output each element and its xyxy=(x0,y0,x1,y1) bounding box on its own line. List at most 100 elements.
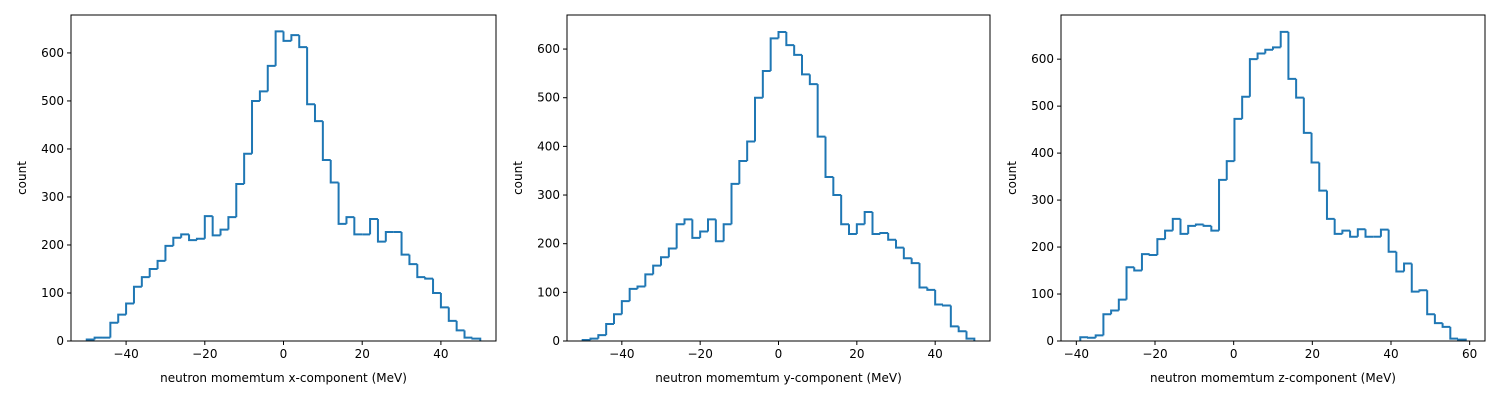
histogram-step xyxy=(1318,162,1327,192)
histogram-step xyxy=(384,231,394,242)
x-tick-label: −40 xyxy=(1064,347,1089,361)
histogram-step xyxy=(730,182,740,225)
y-tick-label: 500 xyxy=(1031,99,1054,113)
histogram-step xyxy=(636,285,646,289)
histogram-step xyxy=(313,104,323,123)
histogram-step xyxy=(1449,326,1459,340)
y-tick-label: 100 xyxy=(1031,287,1054,301)
histogram-step xyxy=(628,287,638,302)
histogram-step xyxy=(455,320,465,332)
x-tick-label: 40 xyxy=(1383,347,1398,361)
histogram-step xyxy=(816,84,826,138)
plot-frame xyxy=(1060,14,1486,342)
histogram-step xyxy=(1379,228,1389,237)
histogram-step xyxy=(140,276,150,287)
x-tick-label: 20 xyxy=(355,347,370,361)
histogram-step xyxy=(400,232,410,256)
histogram-step xyxy=(266,64,276,92)
histogram-step xyxy=(1256,52,1266,60)
histogram-step xyxy=(125,302,134,315)
histogram-step xyxy=(1356,228,1366,237)
histogram-step xyxy=(188,234,197,242)
histogram-step xyxy=(290,34,300,41)
histogram-step xyxy=(1125,266,1135,300)
histogram-step xyxy=(699,230,708,238)
histogram-step xyxy=(589,337,599,341)
histogram-step xyxy=(1156,238,1166,256)
histogram-step xyxy=(321,121,331,161)
histogram-step xyxy=(1187,224,1196,234)
x-axis-label: neutron momemtum x-component (MeV) xyxy=(160,371,407,385)
histogram-step xyxy=(1279,30,1289,48)
histogram-step xyxy=(895,239,904,249)
histogram-step xyxy=(871,212,881,235)
histogram-step xyxy=(675,223,685,249)
histogram-step xyxy=(132,285,142,304)
histogram-step xyxy=(180,233,190,238)
histogram-step xyxy=(1094,334,1104,338)
y-tick-label: 500 xyxy=(537,91,560,105)
y-axis-label: count xyxy=(511,161,525,195)
histogram-step xyxy=(714,219,724,243)
y-tick-label: 100 xyxy=(537,285,560,299)
histogram-step xyxy=(1202,224,1212,227)
histogram-step xyxy=(1433,314,1443,325)
histogram-step xyxy=(219,228,229,236)
x-tick-label: −40 xyxy=(113,347,138,361)
histogram-step xyxy=(1457,338,1467,341)
histogram-step xyxy=(416,264,426,279)
histogram-step xyxy=(761,69,771,98)
histogram-step xyxy=(148,267,158,278)
histogram-step xyxy=(1264,48,1273,54)
x-tick-label: 20 xyxy=(1305,347,1320,361)
histogram-step xyxy=(1110,309,1119,315)
histogram-step xyxy=(824,136,834,179)
y-tick-label: 300 xyxy=(1031,193,1054,207)
x-tick-label: −20 xyxy=(192,347,217,361)
histogram-step xyxy=(942,304,951,307)
histogram-step xyxy=(910,258,920,265)
histogram-step xyxy=(855,223,865,234)
histogram-step xyxy=(1079,336,1088,341)
histogram-step xyxy=(808,74,818,86)
histogram-step xyxy=(172,236,182,246)
y-tick-label: 500 xyxy=(41,94,64,108)
histogram-step xyxy=(306,47,315,106)
x-tick-label: −20 xyxy=(1142,347,1167,361)
histogram-step xyxy=(879,231,889,234)
histogram-step xyxy=(93,336,103,340)
histogram-step xyxy=(463,330,473,339)
histogram-step xyxy=(329,159,339,184)
y-tick-label: 400 xyxy=(537,139,560,153)
histogram-step xyxy=(965,331,976,341)
x-tick-label: 0 xyxy=(1230,347,1238,361)
histogram-step xyxy=(164,244,174,261)
histogram-step xyxy=(1148,254,1158,257)
histogram-step xyxy=(1241,95,1250,119)
x-tick-label: −40 xyxy=(609,347,634,361)
histogram-step xyxy=(156,259,166,269)
histogram-step xyxy=(1364,229,1374,238)
histogram-step xyxy=(1218,178,1227,231)
histogram-step xyxy=(902,247,912,260)
histogram-step xyxy=(1164,229,1173,240)
histogram-step xyxy=(235,183,245,218)
histogram-step xyxy=(195,237,205,241)
histogram-step xyxy=(667,247,677,258)
panel: −40 −20 0 20 40 600100200300400500600neutron … xyxy=(1005,14,1486,385)
y-tick-label: 300 xyxy=(537,188,560,202)
y-tick-label: 600 xyxy=(41,46,64,60)
histogram-step xyxy=(1403,262,1412,272)
y-tick-label: 0 xyxy=(552,334,560,348)
histogram-step xyxy=(408,254,418,266)
histogram-step xyxy=(1117,298,1127,311)
histogram-step xyxy=(447,307,457,322)
histogram-step xyxy=(949,305,959,328)
histogram-step xyxy=(439,292,449,309)
histogram-step xyxy=(613,313,622,324)
x-tick-label: 40 xyxy=(928,347,943,361)
histogram-step xyxy=(683,218,693,225)
histogram-step xyxy=(1426,290,1435,316)
